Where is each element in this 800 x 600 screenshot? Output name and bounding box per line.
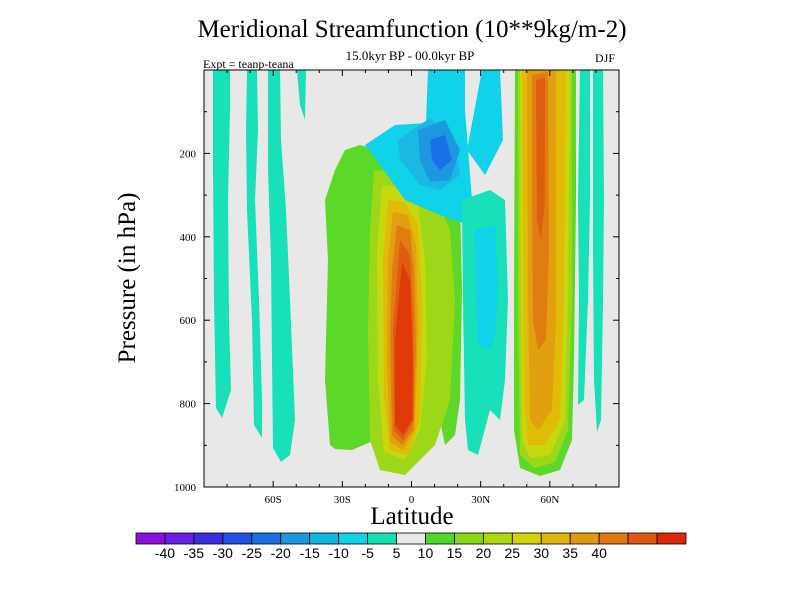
minor-ticks — [204, 70, 619, 487]
contour-region — [536, 78, 545, 240]
colorbar-swatch — [309, 532, 340, 545]
colorbar-swatch — [598, 532, 629, 545]
colorbar-swatch — [338, 532, 368, 545]
experiment-label: Expt = teanp-teana — [203, 57, 294, 71]
colorbar-label: 15 — [447, 545, 463, 561]
contour-region — [268, 70, 295, 462]
contour-region — [297, 70, 306, 120]
colorbar-label: 20 — [476, 545, 492, 561]
colorbar-swatch — [454, 532, 484, 545]
colorbar-label: -35 — [184, 545, 204, 561]
y-ticks: 200 400 600 800 1000 — [174, 148, 619, 494]
colorbar-label: -25 — [242, 545, 262, 561]
equatorial-positive-cell — [368, 170, 455, 475]
contour-region — [593, 70, 604, 432]
colorbar-label: -20 — [271, 545, 291, 561]
colorbar-swatch — [251, 532, 282, 545]
colorbar-swatch — [135, 532, 166, 545]
colorbar-swatch — [222, 532, 253, 545]
northern-positive-cell — [514, 70, 576, 476]
colorbar-label: -40 — [155, 545, 175, 561]
colorbar-label: 40 — [591, 545, 607, 561]
contour-region — [578, 70, 590, 405]
colorbar-label: 30 — [533, 545, 549, 561]
contour-region — [246, 70, 262, 438]
x-ticks: 60S 30S 0 30N 60N — [265, 70, 559, 506]
y-tick-label: 600 — [180, 315, 197, 327]
northern-negative-band — [462, 70, 508, 455]
colorbar-swatch — [540, 532, 571, 545]
chart-subtitle: 15.0kyr BP - 00.0kyr BP — [345, 48, 475, 63]
colorbar-swatch — [482, 532, 513, 545]
colorbar-swatch — [425, 532, 455, 545]
x-tick-label: 30N — [471, 494, 490, 506]
colorbar-label: 25 — [505, 545, 521, 561]
colorbar-label: -15 — [300, 545, 320, 561]
colorbar-swatch — [280, 532, 311, 545]
colorbar-swatch — [367, 532, 397, 545]
colorbar-swatch — [193, 532, 224, 545]
x-tick-label: 30S — [334, 494, 351, 506]
x-tick-label: 60S — [265, 494, 282, 506]
northern-negative-bands — [578, 70, 604, 432]
colorbar-swatch — [627, 532, 658, 545]
colorbar-label: -30 — [213, 545, 233, 561]
colorbar-label: 35 — [562, 545, 578, 561]
season-label: DJF — [595, 51, 616, 65]
chart-title: Meridional Streamfunction (10**9kg/m-2) — [197, 16, 627, 43]
colorbar-swatch — [396, 532, 426, 545]
contour-region — [430, 135, 452, 170]
colorbar-label: 5 — [393, 545, 401, 561]
y-tick-label: 800 — [180, 399, 197, 411]
colorbar-swatch — [656, 532, 687, 545]
contour-region — [395, 262, 413, 435]
contour-region — [475, 225, 498, 350]
upper-negative-cell — [365, 70, 478, 228]
colorbar: -40 -35 -30 -25 -20 -15 -10 -5 5 10 15 20 25 30 35 40 — [135, 532, 687, 561]
x-tick-label: 0 — [409, 494, 415, 506]
colorbar-swatch — [164, 532, 195, 545]
contour-region — [213, 70, 231, 418]
contour-region — [467, 70, 503, 175]
y-tick-label: 1000 — [174, 482, 197, 494]
colorbar-label: -10 — [329, 545, 349, 561]
colorbar-swatch — [511, 532, 542, 545]
y-tick-label: 200 — [180, 148, 197, 160]
colorbar-label: 10 — [418, 545, 434, 561]
southern-negative-bands — [213, 70, 306, 462]
colorbar-swatch — [569, 532, 600, 545]
x-axis-label: Latitude — [370, 503, 454, 530]
y-tick-label: 400 — [180, 232, 197, 244]
x-tick-label: 60N — [540, 494, 559, 506]
colorbar-label: -5 — [361, 545, 374, 561]
